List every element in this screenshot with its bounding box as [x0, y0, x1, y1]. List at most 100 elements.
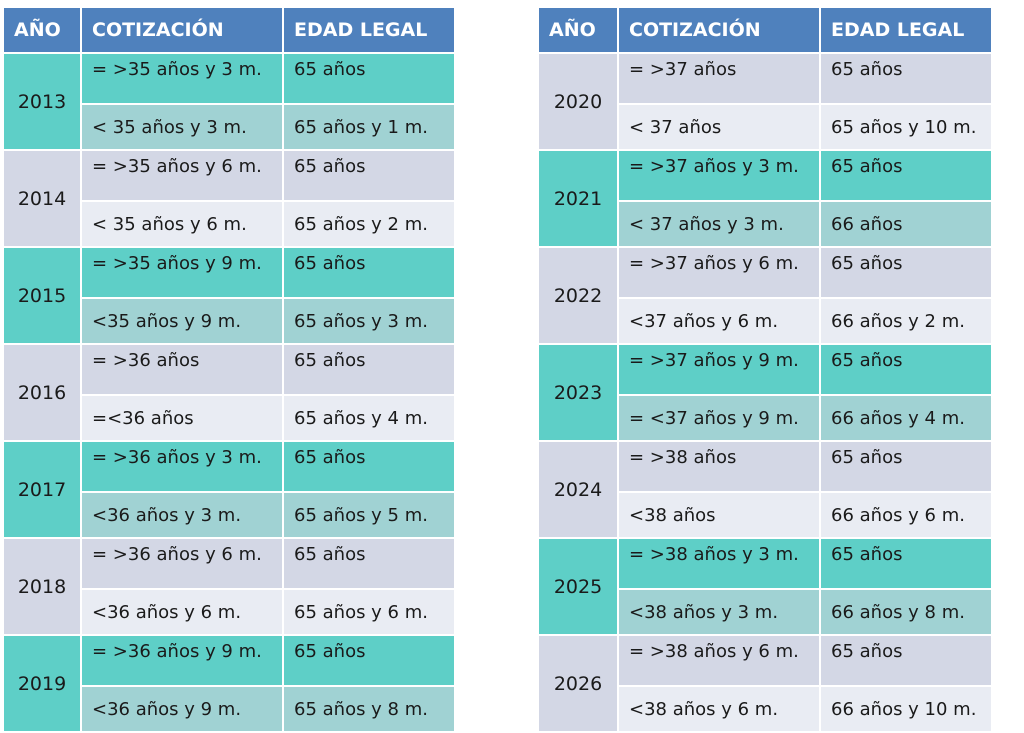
table-row: <38 años y 3 m. 66 años y 8 m.: [539, 590, 991, 634]
edad-legal-cell: 66 años y 2 m.: [821, 299, 991, 343]
table-row: 2024 = >38 años 65 años: [539, 442, 991, 537]
header-edad-legal: EDAD LEGAL: [284, 8, 454, 52]
cotizacion-cell: = >37 años y 6 m.: [619, 248, 819, 297]
edad-legal-cell: 65 años: [284, 54, 454, 103]
edad-legal-cell: 65 años y 8 m.: [284, 687, 454, 731]
edad-legal-cell: 65 años y 5 m.: [284, 493, 454, 537]
table-row: 2017 = >36 años y 3 m. 65 años: [4, 442, 454, 537]
cotizacion-cell: = >38 años y 6 m.: [619, 636, 819, 685]
year-group: 2015 = >35 años y 9 m. 65 años <35 años y 9…: [4, 248, 454, 343]
table-row: 2023 = >37 años y 9 m. 65 años: [539, 345, 991, 440]
cotizacion-cell: < 35 años y 3 m.: [82, 105, 282, 149]
cotizacion-cell: = >35 años y 3 m.: [82, 54, 282, 103]
table-row: <38 años y 6 m. 66 años y 10 m.: [539, 687, 991, 731]
edad-legal-cell: 65 años y 10 m.: [821, 105, 991, 149]
table-row: < 35 años y 3 m. 65 años y 1 m.: [4, 105, 454, 149]
cotizacion-cell: < 35 años y 6 m.: [82, 202, 282, 246]
cotizacion-cell: =<36 años: [82, 396, 282, 440]
table-row: 2013 = >35 años y 3 m. 65 años: [4, 54, 454, 149]
cotizacion-cell: <37 años y 6 m.: [619, 299, 819, 343]
header-year: AÑO: [539, 8, 617, 52]
table-row: < 37 años y 3 m. 66 años: [539, 202, 991, 246]
edad-legal-cell: 65 años y 6 m.: [284, 590, 454, 634]
cotizacion-cell: <38 años y 3 m.: [619, 590, 819, 634]
edad-legal-cell: 65 años: [821, 151, 991, 200]
year-group: 2025 = >38 años y 3 m. 65 años <38 años y 3…: [539, 539, 991, 634]
edad-legal-cell: 65 años y 3 m.: [284, 299, 454, 343]
header-cotizacion: COTIZACIÓN: [619, 8, 819, 52]
table-row: 2021 = >37 años y 3 m. 65 años: [539, 151, 991, 246]
year-group: 2021 = >37 años y 3 m. 65 años < 37 años y …: [539, 151, 991, 246]
year-group: 2014 = >35 años y 6 m. 65 años < 35 años y …: [4, 151, 454, 246]
cotizacion-cell: = >37 años: [619, 54, 819, 103]
header-year: AÑO: [4, 8, 80, 52]
year-group: 2020 = >37 años 65 años < 37 años 65 años y …: [539, 54, 991, 149]
year-cell: 2025: [539, 539, 617, 634]
cotizacion-cell: = >38 años y 3 m.: [619, 539, 819, 588]
edad-legal-cell: 65 años: [284, 151, 454, 200]
cotizacion-cell: <35 años y 9 m.: [82, 299, 282, 343]
table-row: 2019 = >36 años y 9 m. 65 años: [4, 636, 454, 731]
edad-legal-cell: 65 años: [821, 539, 991, 588]
table-row: <36 años y 3 m. 65 años y 5 m.: [4, 493, 454, 537]
year-cell: 2015: [4, 248, 80, 343]
year-cell: 2014: [4, 151, 80, 246]
table-row: <36 años y 6 m. 65 años y 6 m.: [4, 590, 454, 634]
edad-legal-cell: 65 años: [821, 248, 991, 297]
year-group: 2019 = >36 años y 9 m. 65 años <36 años y 9…: [4, 636, 454, 731]
cotizacion-cell: <38 años: [619, 493, 819, 537]
cotizacion-cell: < 37 años: [619, 105, 819, 149]
edad-legal-cell: 65 años: [821, 442, 991, 491]
cotizacion-cell: = >38 años: [619, 442, 819, 491]
year-cell: 2022: [539, 248, 617, 343]
year-group: 2013 = >35 años y 3 m. 65 años < 35 años y …: [4, 54, 454, 149]
table-right: AÑO COTIZACIÓN EDAD LEGAL 2020 = >37 años…: [537, 6, 993, 733]
table-row: < 35 años y 6 m. 65 años y 2 m.: [4, 202, 454, 246]
year-group: 2022 = >37 años y 6 m. 65 años <37 años y 6…: [539, 248, 991, 343]
cotizacion-cell: = >35 años y 6 m.: [82, 151, 282, 200]
cotizacion-cell: <36 años y 6 m.: [82, 590, 282, 634]
cotizacion-cell: <38 años y 6 m.: [619, 687, 819, 731]
header-cotizacion: COTIZACIÓN: [82, 8, 282, 52]
retirement-age-tables: AÑO COTIZACIÓN EDAD LEGAL 2013 = >35 años…: [4, 8, 991, 731]
edad-legal-cell: 65 años: [284, 442, 454, 491]
year-cell: 2013: [4, 54, 80, 149]
edad-legal-cell: 66 años: [821, 202, 991, 246]
edad-legal-cell: 65 años: [821, 345, 991, 394]
table-row: =<36 años 65 años y 4 m.: [4, 396, 454, 440]
year-group: 2024 = >38 años 65 años <38 años 66 años y 6…: [539, 442, 991, 537]
year-cell: 2026: [539, 636, 617, 731]
header-row: AÑO COTIZACIÓN EDAD LEGAL: [539, 8, 991, 52]
year-cell: 2024: [539, 442, 617, 537]
table-row: 2015 = >35 años y 9 m. 65 años: [4, 248, 454, 343]
table-row: = <37 años y 9 m. 66 años y 4 m.: [539, 396, 991, 440]
table-row: <37 años y 6 m. 66 años y 2 m.: [539, 299, 991, 343]
table-row: 2018 = >36 años y 6 m. 65 años: [4, 539, 454, 634]
edad-legal-cell: 65 años: [821, 636, 991, 685]
year-cell: 2019: [4, 636, 80, 731]
table-row: <36 años y 9 m. 65 años y 8 m.: [4, 687, 454, 731]
table-row: <35 años y 9 m. 65 años y 3 m.: [4, 299, 454, 343]
edad-legal-cell: 66 años y 10 m.: [821, 687, 991, 731]
edad-legal-cell: 66 años y 4 m.: [821, 396, 991, 440]
cotizacion-cell: <36 años y 3 m.: [82, 493, 282, 537]
edad-legal-cell: 65 años y 2 m.: [284, 202, 454, 246]
edad-legal-cell: 65 años y 4 m.: [284, 396, 454, 440]
table-row: 2016 = >36 años 65 años: [4, 345, 454, 440]
edad-legal-cell: 65 años y 1 m.: [284, 105, 454, 149]
cotizacion-cell: < 37 años y 3 m.: [619, 202, 819, 246]
table-row: 2014 = >35 años y 6 m. 65 años: [4, 151, 454, 246]
table-row: 2022 = >37 años y 6 m. 65 años: [539, 248, 991, 343]
edad-legal-cell: 65 años: [284, 345, 454, 394]
edad-legal-cell: 65 años: [284, 539, 454, 588]
edad-legal-cell: 66 años y 8 m.: [821, 590, 991, 634]
edad-legal-cell: 65 años: [284, 636, 454, 685]
edad-legal-cell: 65 años: [284, 248, 454, 297]
cotizacion-cell: = >36 años y 3 m.: [82, 442, 282, 491]
year-group: 2018 = >36 años y 6 m. 65 años <36 años y 6…: [4, 539, 454, 634]
cotizacion-cell: <36 años y 9 m.: [82, 687, 282, 731]
table-row: <38 años 66 años y 6 m.: [539, 493, 991, 537]
year-group: 2017 = >36 años y 3 m. 65 años <36 años y 3…: [4, 442, 454, 537]
year-group: 2023 = >37 años y 9 m. 65 años = <37 años y…: [539, 345, 991, 440]
year-cell: 2021: [539, 151, 617, 246]
